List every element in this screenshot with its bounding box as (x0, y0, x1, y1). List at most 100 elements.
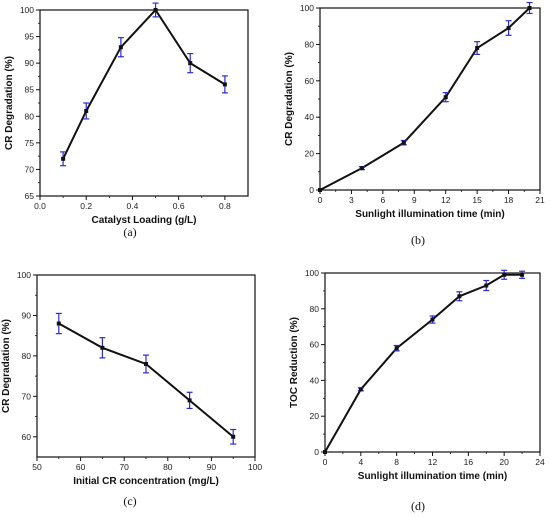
data-point (153, 8, 158, 12)
y-tick-label: 80 (22, 351, 32, 361)
y-tick-label: 0 (309, 185, 314, 195)
y-tick-label: 80 (310, 304, 320, 314)
panel-label: (c) (123, 494, 136, 508)
data-point (188, 61, 193, 66)
y-tick-label: 100 (17, 270, 31, 280)
x-axis-label: Initial CR concentration (mg/L) (73, 476, 219, 487)
x-tick-label: 18 (504, 195, 514, 205)
data-point (84, 108, 89, 113)
data-point (187, 398, 192, 403)
data-point (318, 188, 322, 192)
x-tick-label: 24 (535, 457, 545, 467)
panel-label: (b) (411, 233, 425, 247)
x-tick-label: 0.0 (34, 201, 46, 211)
x-tick-label: 9 (412, 195, 417, 205)
y-tick-label: 75 (25, 138, 35, 148)
data-point (443, 95, 448, 100)
x-tick-label: 80 (163, 462, 173, 472)
x-tick-label: 20 (499, 457, 509, 467)
plot-frame (39, 9, 249, 197)
x-axis-label: Sunlight illumination time (min) (358, 471, 507, 482)
x-tick-label: 50 (32, 462, 42, 472)
x-tick-label: 0.4 (127, 201, 139, 211)
y-tick-label: 100 (305, 268, 319, 278)
series-line (58, 322, 234, 438)
data-point (502, 272, 507, 277)
y-tick-label: 80 (305, 39, 315, 49)
y-tick-label: 40 (310, 375, 320, 385)
x-axis-label: Sunlight illumination time (min) (355, 209, 504, 220)
y-tick-label: 65 (25, 191, 35, 201)
data-point (401, 140, 406, 145)
data-point (527, 6, 532, 10)
panel-label: (d) (411, 499, 425, 513)
y-tick-label: 70 (25, 164, 35, 174)
y-tick-label: 60 (310, 340, 320, 350)
plot-frame (324, 272, 541, 453)
y-tick-label: 70 (22, 391, 32, 401)
data-point (231, 434, 236, 439)
y-axis-label: TOC Reduction (%) (289, 317, 300, 408)
series-line (62, 8, 226, 160)
x-tick-label: 3 (349, 195, 354, 205)
y-tick-label: 60 (22, 432, 32, 442)
data-point (323, 450, 327, 454)
x-tick-label: 16 (464, 457, 474, 467)
data-point (457, 294, 462, 299)
data-point (430, 317, 435, 322)
x-axis-label: Catalyst Loading (g/L) (92, 215, 197, 226)
x-tick-label: 0.2 (80, 201, 92, 211)
data-point (520, 272, 525, 277)
y-tick-label: 20 (310, 411, 320, 421)
data-point (484, 283, 489, 288)
y-tick-label: 60 (305, 76, 315, 86)
data-point (56, 321, 61, 326)
x-tick-label: 100 (248, 462, 262, 472)
x-tick-label: 0 (318, 195, 323, 205)
chart-panel-3: 50 60 70 80 90 100 60 70 80 90 100 Initial CR conce… (1, 270, 262, 508)
x-tick-label: 90 (207, 462, 217, 472)
x-tick-label: 8 (394, 457, 399, 467)
x-tick-label: 60 (76, 462, 86, 472)
x-tick-label: 15 (472, 195, 482, 205)
data-point (506, 26, 511, 31)
x-tick-label: 0.8 (219, 201, 231, 211)
chart-panel-4: 0 4 8 12 16 20 24 0 20 40 60 80 100 Sunlight illumina… (289, 268, 545, 513)
x-tick-label: 0.6 (173, 201, 185, 211)
y-tick-label: 100 (20, 5, 34, 15)
series-line (319, 7, 531, 191)
x-tick-label: 0 (323, 457, 328, 467)
data-point (394, 346, 399, 351)
data-point (358, 387, 363, 392)
x-tick-label: 12 (428, 457, 438, 467)
y-tick-label: 95 (25, 32, 35, 42)
panel-label: (a) (123, 225, 136, 239)
data-point (475, 46, 480, 51)
data-point (118, 45, 123, 50)
data-point (100, 345, 105, 350)
data-point (359, 166, 364, 171)
y-axis-label: CR Degradation (%) (1, 319, 12, 413)
y-tick-label: 40 (305, 112, 315, 122)
y-tick-label: 90 (25, 58, 35, 68)
chart-panel-2: 0 3 6 9 12 15 18 21 0 20 40 60 80 100 Sunlight illumin… (284, 1, 545, 247)
x-tick-label: 4 (358, 457, 363, 467)
y-tick-label: 100 (300, 3, 314, 13)
data-point (144, 361, 148, 366)
data-point (222, 82, 227, 87)
data-point (61, 156, 66, 161)
x-tick-label: 12 (441, 195, 451, 205)
y-tick-label: 90 (22, 310, 32, 320)
y-tick-label: 20 (305, 149, 315, 159)
series-line (324, 273, 523, 453)
y-tick-label: 0 (314, 447, 319, 457)
x-tick-label: 6 (380, 195, 385, 205)
x-tick-label: 70 (119, 462, 129, 472)
y-tick-label: 80 (25, 111, 35, 121)
y-tick-label: 85 (25, 85, 35, 95)
y-axis-label: CR Degradation (%) (284, 52, 295, 146)
y-axis-label: CR Degradation (%) (4, 56, 15, 150)
x-tick-label: 21 (535, 195, 545, 205)
chart-panel-1: 0.0 0.2 0.4 0.6 0.8 65 70 75 80 85 90 95 100 Catalyst… (4, 2, 249, 239)
